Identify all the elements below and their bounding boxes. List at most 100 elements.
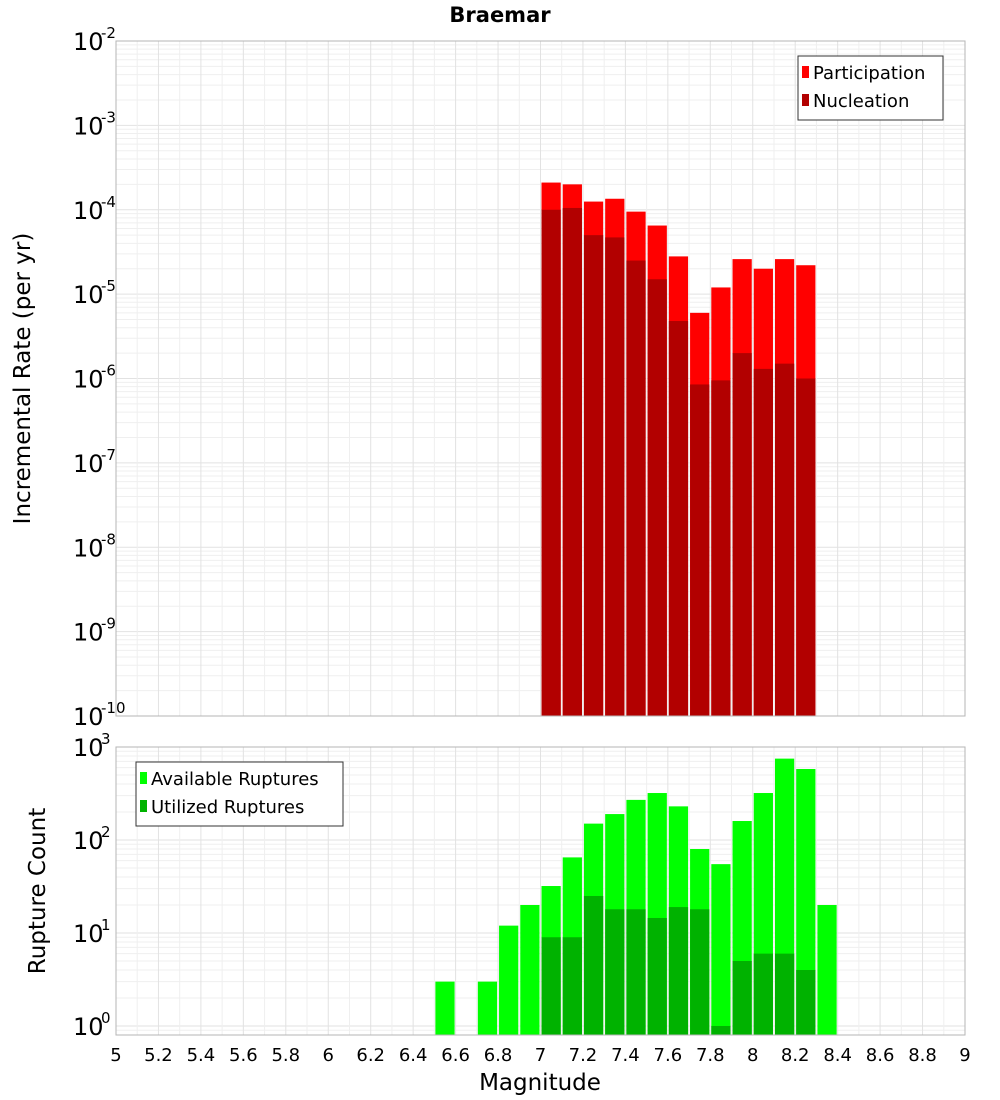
series-utilized-ruptures: [541, 895, 816, 1035]
y-tick-exponent: -2: [101, 24, 116, 42]
bar: [796, 769, 816, 1035]
y-axis-label: Incremental Rate (per yr): [10, 233, 36, 525]
plot-frame: [115, 746, 966, 1036]
x-tick-label: 9: [959, 1045, 970, 1066]
x-tick-label: 6: [323, 1045, 334, 1066]
bar: [605, 237, 625, 716]
bar: [626, 260, 646, 716]
x-tick-label: 5.2: [144, 1045, 173, 1066]
x-tick-label: 8: [747, 1045, 758, 1066]
y-tick-label: 10: [73, 112, 104, 140]
bar: [541, 209, 561, 716]
y-tick-label: 10: [73, 534, 104, 562]
bar: [711, 1025, 731, 1035]
bar: [668, 907, 689, 1035]
x-tick-label: 5: [110, 1045, 121, 1066]
bar: [668, 321, 689, 716]
y-tick-label: 10: [73, 920, 104, 948]
bar: [711, 864, 731, 1035]
x-tick-label: 8.2: [781, 1045, 810, 1066]
x-tick-label: 7: [535, 1045, 546, 1066]
x-tick-label: 5.6: [229, 1045, 258, 1066]
x-tick-label: 7.4: [611, 1045, 640, 1066]
legend-label: Participation: [813, 63, 925, 84]
y-tick-label: 10: [73, 1013, 104, 1041]
x-tick-labels: 5 5.2 5.4 5.6 5.8 6 6.2 6.4 6.6 6.8 7 7.2 7.4 7.6 7.8 8…: [110, 1045, 970, 1066]
grid-lines: [115, 41, 966, 717]
bar: [753, 368, 773, 716]
y-tick-exponent: 3: [101, 730, 111, 748]
y-tick-label: 10: [73, 366, 104, 394]
bar: [732, 353, 752, 716]
bar: [753, 953, 773, 1035]
legend-swatch: [802, 66, 809, 78]
bar: [605, 909, 625, 1035]
y-tick-label: 10: [73, 197, 104, 225]
x-tick-label: 5.4: [187, 1045, 216, 1066]
y-tick-exponent: -8: [101, 530, 116, 548]
y-tick-label: 10: [73, 450, 104, 478]
y-tick-exponent: 1: [101, 916, 111, 934]
chart-title: Braemar: [449, 3, 551, 27]
y-tick-exponent: 2: [101, 823, 111, 841]
bar: [583, 895, 604, 1035]
y-tick-exponent: -6: [101, 362, 116, 380]
legend: Participation Nucleation: [797, 55, 944, 121]
y-tick-exponent: -5: [101, 277, 116, 295]
legend: Available Ruptures Utilized Ruptures: [135, 761, 344, 827]
bar: [520, 904, 540, 1035]
legend-label: Utilized Ruptures: [151, 797, 304, 818]
x-tick-label: 5.8: [271, 1045, 300, 1066]
y-tick-exponent: -3: [101, 108, 116, 126]
bar: [796, 378, 816, 716]
bar: [562, 937, 582, 1035]
bar: [711, 380, 731, 716]
legend-swatch: [140, 772, 147, 784]
x-tick-label: 6.2: [356, 1045, 385, 1066]
y-tick-exponent: 0: [101, 1009, 111, 1027]
legend-swatch: [140, 800, 147, 812]
x-tick-label: 7.2: [569, 1045, 598, 1066]
legend-label: Nucleation: [813, 91, 909, 112]
bar: [499, 925, 519, 1035]
legend-box: [135, 761, 344, 827]
y-tick-exponent: -9: [101, 615, 116, 633]
legend-label: Available Ruptures: [151, 769, 319, 790]
bar: [817, 904, 837, 1035]
x-tick-label: 6.6: [441, 1045, 470, 1066]
bar: [435, 981, 455, 1035]
bar: [477, 981, 498, 1035]
x-axis-label: Magnitude: [479, 1070, 601, 1096]
x-tick-label: 6.8: [484, 1045, 513, 1066]
bar: [647, 279, 667, 716]
y-tick-exponent: -4: [101, 193, 116, 211]
x-tick-label: 7.8: [696, 1045, 725, 1066]
bar: [774, 953, 795, 1035]
y-tick-label: 10: [73, 281, 104, 309]
y-tick-exponent: -10: [101, 699, 126, 717]
bar: [690, 384, 710, 716]
y-axis-label: Rupture Count: [25, 808, 51, 974]
y-tick-exponent: -7: [101, 446, 116, 464]
y-tick-label: 10: [73, 734, 104, 762]
plot-frame: [115, 40, 966, 717]
bar: [562, 207, 582, 716]
x-tick-label: 7.6: [654, 1045, 683, 1066]
x-tick-label: 8.8: [908, 1045, 937, 1066]
legend-box: [797, 55, 944, 121]
y-tick-label: 10: [73, 28, 104, 56]
bar: [774, 363, 795, 716]
x-tick-label: 8.6: [866, 1045, 895, 1066]
bar: [796, 969, 816, 1035]
bar: [690, 909, 710, 1035]
rate-plot: 10-1010-910-810-710-610-510-410-310-2Inc…: [10, 24, 966, 731]
y-tick-label: 10: [73, 619, 104, 647]
bar: [626, 909, 646, 1035]
bar: [541, 937, 561, 1035]
series-nucleation: [541, 207, 816, 716]
